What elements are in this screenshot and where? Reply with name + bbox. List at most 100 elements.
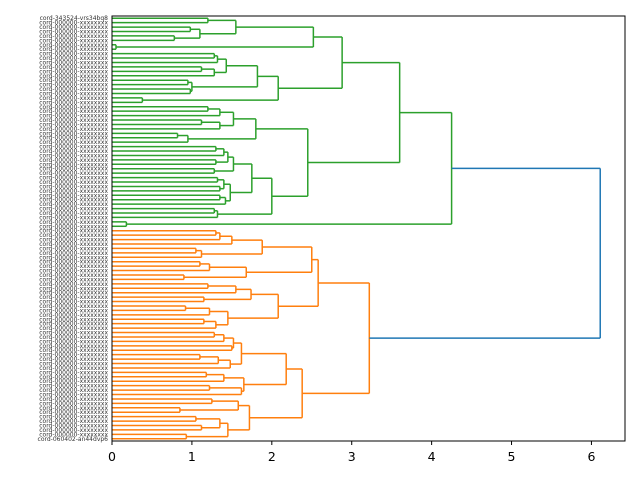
leaf-label: cord-000000-xxxxxxxx [39,121,108,128]
leaf-label: cord-000000-xxxxxxxx [39,73,108,80]
leaf-label: cord-000000-xxxxxxxx [39,400,108,407]
leaf-label: cord-000000-xxxxxxxx [39,206,108,213]
leaf-label: cord-000000-xxxxxxxx [39,259,108,266]
leaf-label: cord-000000-xxxxxxxx [39,325,108,332]
leaf-label: cord-000000-xxxxxxxx [39,330,108,337]
leaf-label: cord-000000-xxxxxxxx [39,392,108,399]
x-tick-label: 6 [587,449,595,464]
leaf-label: cord-000000-xxxxxxxx [39,423,108,430]
leaf-label: cord-000000-xxxxxxxx [39,378,108,385]
leaf-label: cord-000000-xxxxxxxx [39,219,108,226]
leaf-label: cord-000000-xxxxxxxx [39,20,108,27]
leaf-label: cord-000000-xxxxxxxx [39,352,108,359]
leaf-label: cord-000000-xxxxxxxx [39,405,108,412]
leaf-label: cord-000000-xxxxxxxx [39,396,108,403]
leaf-label: cord-000000-xxxxxxxx [39,223,108,230]
x-tick-label: 0 [108,449,116,464]
leaf-label: cord-000000-xxxxxxxx [39,95,108,102]
leaf-label: cord-000000-xxxxxxxx [39,86,108,93]
leaf-label: cord-000000-xxxxxxxx [39,55,108,62]
leaf-label: cord-000000-xxxxxxxx [39,431,108,438]
leaf-label: cord-000000-xxxxxxxx [39,321,108,328]
leaf-label: cord-000000-xxxxxxxx [39,245,108,252]
leaf-label: cord-000000-xxxxxxxx [39,90,108,97]
leaf-label: cord-000000-xxxxxxxx [39,42,108,49]
leaf-label: cord-000000-xxxxxxxx [39,201,108,208]
leaf-label: cord-000000-xxxxxxxx [39,232,108,239]
leaf-label: cord-000000-xxxxxxxx [39,28,108,35]
leaf-label: cord-000000-xxxxxxxx [39,157,108,164]
leaf-label: cord-000000-xxxxxxxx [39,148,108,155]
x-tick-label: 4 [428,449,436,464]
leaf-label: cord-000000-xxxxxxxx [39,369,108,376]
x-tick-label: 5 [508,449,516,464]
x-tick-label: 3 [348,449,356,464]
leaf-label: cord-000000-xxxxxxxx [39,183,108,190]
leaf-label: cord-000000-xxxxxxxx [39,307,108,314]
leaf-label: cord-000000-xxxxxxxx [39,299,108,306]
leaf-label: cord-000000-xxxxxxxx [39,46,108,53]
leaf-label: cord-000000-xxxxxxxx [39,104,108,111]
leaf-label: cord-000000-xxxxxxxx [39,427,108,434]
leaf-label: cord-000000-xxxxxxxx [39,59,108,66]
leaf-labels: cord-343524-vrs34bq8 cord-000000-xxxxxxxx… [38,15,109,443]
leaf-label: cord-000000-xxxxxxxx [39,418,108,425]
leaf-label: cord-000000-xxxxxxxx [39,179,108,186]
leaf-label: cord-000000-xxxxxxxx [39,51,108,58]
leaf-label: cord-000000-xxxxxxxx [39,361,108,368]
leaf-label: cord-343524-vrs34bq8 [40,15,109,22]
x-tick-label: 1 [188,449,196,464]
plot-frame [111,15,626,442]
leaf-label: cord-000000-xxxxxxxx [39,268,108,275]
x-tick-label: 2 [268,449,276,464]
leaf-label: cord-000000-xxxxxxxx [39,281,108,288]
leaf-label: cord-000000-xxxxxxxx [39,37,108,44]
leaf-label: cord-000000-xxxxxxxx [39,188,108,195]
leaf-label: cord-000000-xxxxxxxx [39,144,108,151]
leaf-label: cord-000000-xxxxxxxx [39,135,108,142]
leaf-label: cord-000000-xxxxxxxx [39,170,108,177]
leaf-label: cord-000000-xxxxxxxx [39,409,108,416]
leaf-label: cord-000000-xxxxxxxx [39,108,108,115]
leaf-label: cord-000000-xxxxxxxx [39,338,108,345]
leaf-label: cord-000000-xxxxxxxx [39,214,108,221]
leaf-label: cord-000000-xxxxxxxx [39,197,108,204]
leaf-label: cord-000000-xxxxxxxx [39,290,108,297]
leaf-label: cord-000000-xxxxxxxx [39,254,108,261]
leaf-label: cord-000000-xxxxxxxx [39,272,108,279]
leaf-label: cord-000000-xxxxxxxx [39,383,108,390]
leaf-label: cord-000000-xxxxxxxx [39,192,108,199]
leaf-label: cord-000000-xxxxxxxx [39,365,108,372]
leaf-label: cord-000000-xxxxxxxx [39,303,108,310]
leaf-label: cord-000000-xxxxxxxx [39,99,108,106]
leaf-label: cord-000000-xxxxxxxx [39,33,108,40]
leaf-label: cord-060402-an44dvp6 [38,436,109,443]
leaf-label: cord-000000-xxxxxxxx [39,77,108,84]
leaf-label: cord-000000-xxxxxxxx [39,113,108,120]
leaf-label: cord-000000-xxxxxxxx [39,117,108,124]
x-axis: 0 1 2 3 4 5 6 [108,441,595,464]
leaf-label: cord-000000-xxxxxxxx [39,285,108,292]
leaf-label: cord-000000-xxxxxxxx [39,343,108,350]
leaf-label: cord-000000-xxxxxxxx [39,241,108,248]
leaf-label: cord-000000-xxxxxxxx [39,263,108,270]
leaf-label: cord-000000-xxxxxxxx [39,294,108,301]
leaf-label: cord-000000-xxxxxxxx [39,374,108,381]
leaf-label: cord-000000-xxxxxxxx [39,68,108,75]
leaf-label: cord-000000-xxxxxxxx [39,276,108,283]
leaf-label: cord-000000-xxxxxxxx [39,82,108,89]
leaf-label: cord-000000-xxxxxxxx [39,24,108,31]
leaf-label: cord-000000-xxxxxxxx [39,126,108,133]
leaf-label: cord-000000-xxxxxxxx [39,414,108,421]
leaf-label: cord-000000-xxxxxxxx [39,312,108,319]
leaf-label: cord-000000-xxxxxxxx [39,161,108,168]
leaf-label: cord-000000-xxxxxxxx [39,250,108,257]
leaf-label: cord-000000-xxxxxxxx [39,347,108,354]
leaf-label: cord-000000-xxxxxxxx [39,387,108,394]
leaf-label: cord-000000-xxxxxxxx [39,64,108,71]
leaf-label: cord-000000-xxxxxxxx [39,334,108,341]
leaf-label: cord-000000-xxxxxxxx [39,130,108,137]
leaf-label: cord-000000-xxxxxxxx [39,356,108,363]
leaf-label: cord-000000-xxxxxxxx [39,316,108,323]
